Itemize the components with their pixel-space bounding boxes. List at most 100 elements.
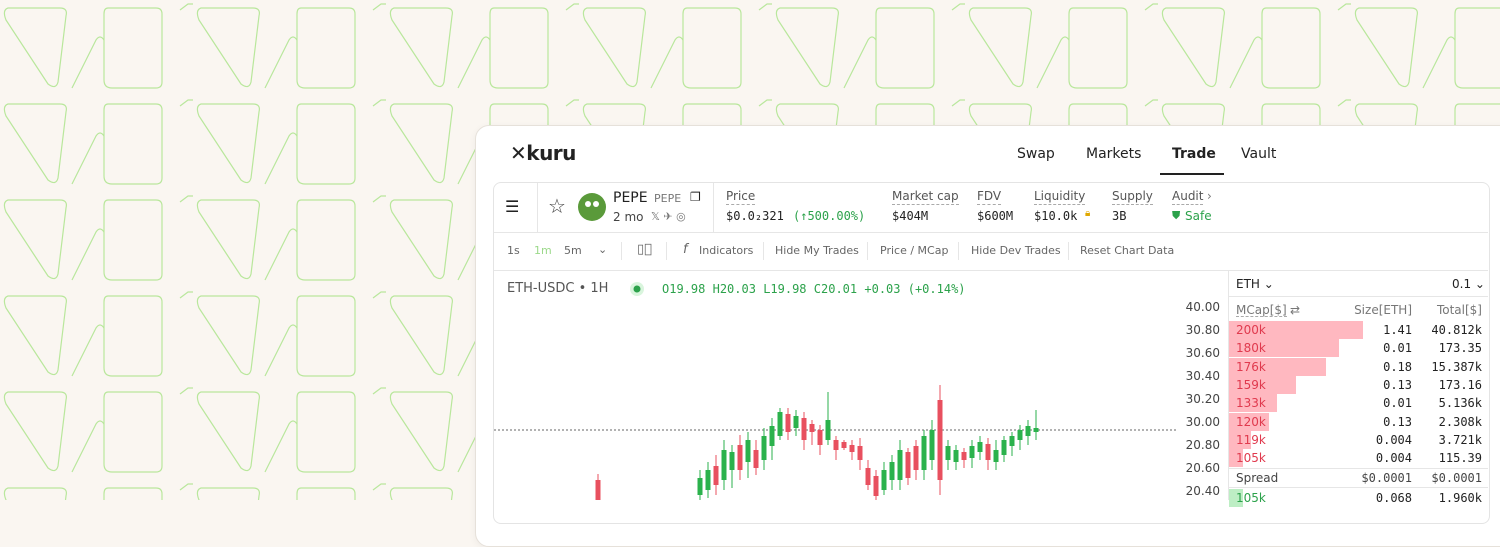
toolbar-button[interactable]: Hide My Trades bbox=[775, 244, 859, 257]
candles bbox=[595, 385, 1039, 500]
dot-core bbox=[633, 285, 641, 293]
stat-label: Supply bbox=[1112, 189, 1153, 205]
stat-label: Market cap bbox=[892, 189, 959, 205]
column-header: Total[$] bbox=[1436, 303, 1482, 317]
spread-label: Spread bbox=[1236, 471, 1279, 485]
token-age: 2 mo bbox=[613, 210, 644, 224]
ask-mcap: 180k bbox=[1236, 341, 1266, 356]
candle bbox=[705, 462, 711, 498]
interval[interactable]: 1s bbox=[507, 244, 520, 257]
divider bbox=[867, 242, 868, 260]
spread-value: $0.0001 bbox=[1361, 471, 1412, 485]
candle bbox=[729, 445, 735, 488]
candle-body bbox=[897, 450, 903, 480]
candle-body bbox=[801, 418, 807, 440]
ask-mcap: 176k bbox=[1236, 359, 1266, 374]
candle bbox=[721, 440, 727, 490]
interval[interactable]: 1m bbox=[534, 244, 552, 257]
copy-icon[interactable]: ❐ bbox=[690, 190, 701, 204]
candle-icon[interactable]: ▯ͥ bbox=[637, 242, 652, 257]
ask-mcap: 105k bbox=[1236, 451, 1266, 466]
ohlc-open: O19.98 bbox=[662, 282, 706, 296]
stat-value: $404M bbox=[892, 209, 929, 223]
candle-body bbox=[809, 424, 815, 432]
ask-total: 5.136k bbox=[1438, 396, 1482, 411]
chevron: › bbox=[1207, 189, 1212, 203]
candle bbox=[769, 418, 775, 460]
stat-label: Price bbox=[726, 189, 756, 205]
divider bbox=[621, 242, 622, 260]
nav-tab[interactable]: Markets bbox=[1086, 146, 1142, 162]
nav-tab[interactable]: Trade bbox=[1172, 146, 1216, 162]
candle-body bbox=[1025, 426, 1031, 436]
ask-size: 0.13 bbox=[1383, 414, 1412, 429]
ask-total: 2.308k bbox=[1438, 414, 1482, 429]
logo-text: kuru bbox=[526, 141, 576, 165]
candle bbox=[833, 436, 839, 460]
candle-body bbox=[697, 478, 703, 495]
candle-body bbox=[713, 466, 719, 485]
candle-body bbox=[817, 430, 823, 445]
step: 0.1 bbox=[1452, 277, 1472, 291]
bid-size: 0.068 bbox=[1375, 491, 1412, 505]
menu-icon[interactable]: ☰ bbox=[505, 197, 520, 216]
candle bbox=[977, 436, 983, 460]
stat-label[interactable]: Audit bbox=[1172, 189, 1204, 205]
candle bbox=[697, 470, 703, 500]
ask-size: 0.01 bbox=[1383, 396, 1412, 411]
social-icons[interactable]: 𝕏 ✈ ◎ bbox=[651, 210, 686, 223]
candle-body bbox=[793, 416, 799, 428]
toolbar-button[interactable]: Indicators bbox=[699, 244, 754, 257]
candle bbox=[1025, 420, 1031, 445]
toolbar-button[interactable]: Price / MCap bbox=[880, 244, 949, 257]
asset-select[interactable]: ETH ⌄ bbox=[1236, 277, 1274, 291]
candle bbox=[889, 455, 895, 490]
nav-tab[interactable]: Swap bbox=[1017, 146, 1055, 162]
candle bbox=[961, 448, 967, 468]
candle-body bbox=[841, 442, 847, 448]
spread-value: $0.0001 bbox=[1431, 471, 1482, 485]
toggle-icon[interactable]: ⇄ bbox=[1290, 303, 1301, 317]
ohlc-close: C20.01 bbox=[813, 282, 858, 296]
ask-total: 3.721k bbox=[1438, 432, 1482, 447]
token-avatar bbox=[578, 193, 606, 221]
ohlc-change-pct: (+0.14%) bbox=[907, 282, 966, 296]
candle-body bbox=[1017, 430, 1023, 440]
ohlc: O19.98 H20.03 L19.98 C20.01 +0.03 (+0.14… bbox=[662, 283, 966, 295]
divider bbox=[713, 183, 714, 232]
ask-total: 173.35 bbox=[1438, 341, 1482, 356]
candle-body bbox=[929, 430, 935, 460]
candle bbox=[825, 392, 831, 445]
ask-total: 115.39 bbox=[1438, 451, 1482, 466]
ask-size: 0.13 bbox=[1383, 377, 1412, 392]
column-header[interactable]: MCap[$] bbox=[1236, 303, 1287, 317]
step-select[interactable]: 0.1 ⌄ bbox=[1452, 277, 1485, 291]
candle-body bbox=[825, 420, 831, 440]
interval[interactable]: 5m bbox=[564, 244, 582, 257]
toolbar-button[interactable]: Hide Dev Trades bbox=[971, 244, 1061, 257]
nav-tab[interactable]: Vault bbox=[1241, 146, 1277, 162]
candle-chart bbox=[494, 385, 1178, 500]
ask-total: 40.812k bbox=[1431, 323, 1482, 337]
ask-mcap: 119k bbox=[1236, 432, 1266, 447]
depth-bar bbox=[1229, 430, 1251, 449]
candle bbox=[849, 440, 855, 460]
price-scale-label: 30.40 bbox=[1185, 369, 1220, 383]
ask-size: 0.004 bbox=[1375, 451, 1412, 466]
candle bbox=[929, 420, 935, 470]
toolbar-button[interactable]: Reset Chart Data bbox=[1080, 244, 1175, 257]
depth-bar bbox=[1229, 449, 1243, 468]
candle-body bbox=[881, 470, 887, 490]
candle-body bbox=[969, 446, 975, 458]
star-icon[interactable]: ☆ bbox=[548, 194, 566, 218]
logo[interactable]: ✕kuru bbox=[510, 143, 576, 163]
price-scale-label: 20.40 bbox=[1185, 484, 1220, 498]
shield-icon: ⛊ bbox=[1172, 209, 1181, 222]
dropdown-chevron[interactable]: ⌄ bbox=[598, 243, 608, 256]
candle bbox=[985, 438, 991, 470]
depth-bar bbox=[1229, 412, 1269, 431]
candle bbox=[1001, 436, 1007, 462]
depth-bar bbox=[1229, 339, 1339, 358]
divider bbox=[494, 270, 1488, 271]
stat-value: $600M bbox=[977, 209, 1014, 223]
